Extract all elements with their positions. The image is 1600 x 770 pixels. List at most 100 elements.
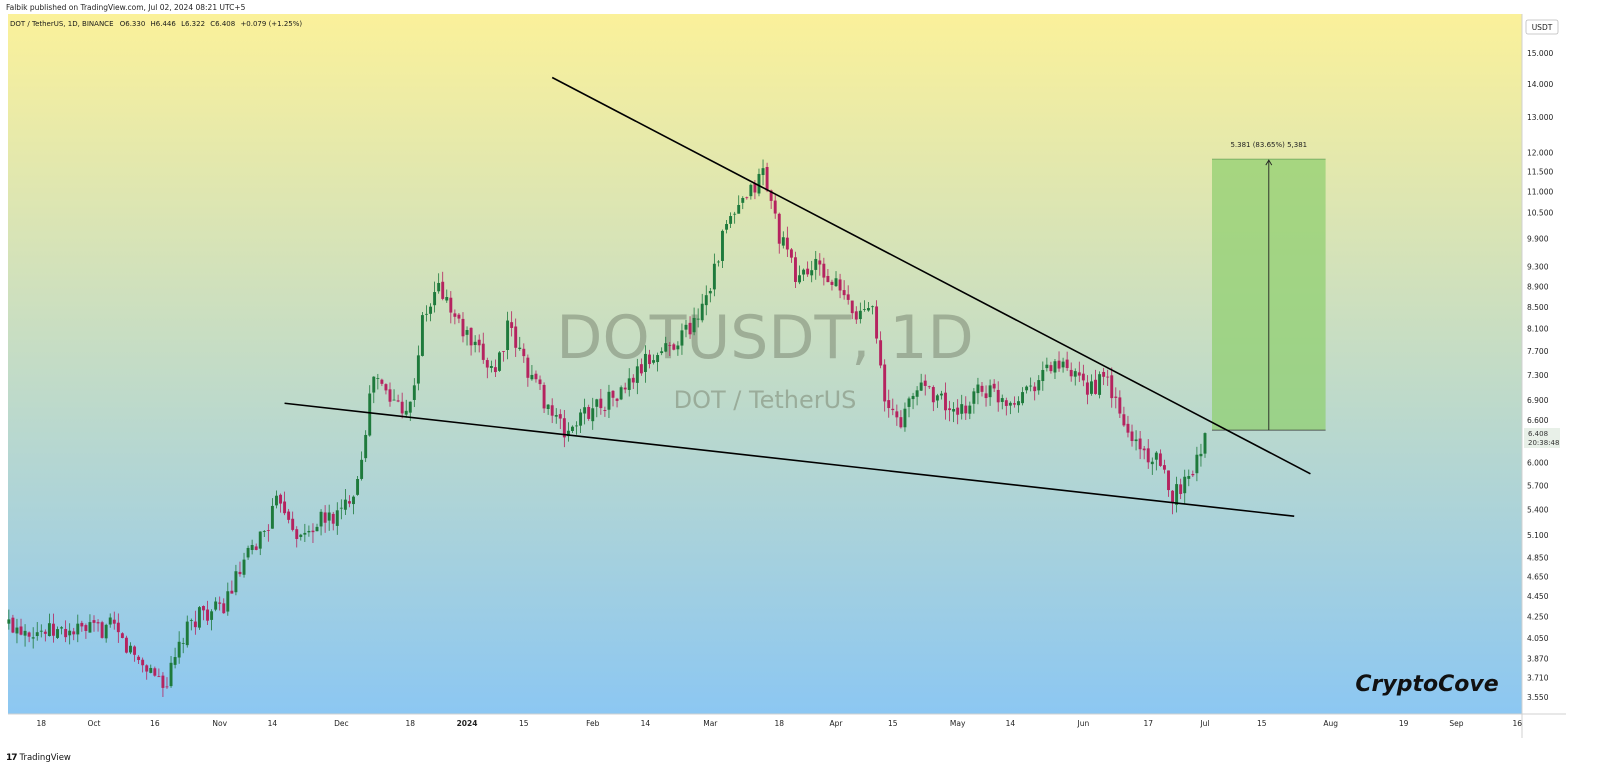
candle [611, 390, 615, 407]
candle-body [218, 602, 222, 604]
candle-body [23, 630, 27, 636]
candle-body [197, 607, 201, 628]
candle-body [1025, 386, 1029, 391]
candle-body [546, 404, 550, 410]
candle-body [639, 364, 643, 374]
candle-body [1183, 476, 1187, 494]
tradingview-logo[interactable]: 17 TradingView [6, 753, 71, 763]
candle [757, 168, 761, 197]
target-measure[interactable]: 5.381 (83.65%) 5,381 [1212, 141, 1326, 431]
high-value: H6.446 [151, 20, 177, 28]
candle-body [76, 623, 80, 635]
candle-body [489, 366, 493, 368]
candle-body [449, 297, 453, 313]
candle [137, 655, 141, 664]
candle-body [64, 628, 68, 638]
candle [1061, 357, 1065, 373]
candle-body [850, 300, 854, 314]
candle-body [1126, 423, 1130, 433]
candle-body [404, 410, 408, 415]
candle [781, 231, 785, 249]
candle-body [283, 501, 287, 514]
candle [112, 611, 116, 630]
candle [461, 312, 465, 343]
candle-body [35, 632, 39, 637]
candle-body [643, 353, 647, 372]
candle [425, 305, 428, 322]
candle [716, 260, 720, 267]
candle [1065, 351, 1069, 371]
candle-body [445, 297, 449, 301]
candle [392, 389, 396, 401]
candle [712, 253, 716, 297]
candle-body [883, 364, 887, 402]
candle [1203, 432, 1207, 458]
candle-body [262, 531, 266, 532]
candle-body [238, 571, 242, 575]
candle [534, 370, 538, 383]
trendlines[interactable] [284, 76, 1311, 518]
candle [1045, 357, 1049, 372]
unit-box[interactable] [1525, 19, 1559, 35]
candle-body [927, 386, 931, 388]
candle-body [230, 590, 234, 594]
candle [185, 615, 189, 648]
candle-body [680, 330, 684, 346]
price-tick-label: 8.500 [1527, 303, 1549, 312]
candle [826, 269, 830, 283]
candle [1004, 397, 1008, 416]
candle-body [692, 317, 696, 333]
candle [352, 495, 355, 515]
candle [1199, 443, 1203, 467]
price-tick-label: 3.870 [1527, 654, 1549, 663]
candle [1126, 415, 1130, 438]
candle-body [96, 622, 100, 624]
candle-body [72, 631, 76, 635]
candle [777, 212, 781, 254]
candle [733, 211, 737, 224]
candle [206, 600, 209, 625]
watermark-title: DOTUSDT, 1D [556, 303, 973, 373]
candle [927, 385, 931, 390]
candle-body [818, 260, 822, 265]
candle [364, 430, 368, 463]
candle-body [571, 426, 574, 431]
time-scale[interactable]: 18 Oct 16 Nov 14 Dec 18 2024 15 Feb 14 Mar 18 Apr 15 Ma… [37, 719, 1523, 728]
candle-body [234, 571, 238, 593]
candle-body [1191, 473, 1195, 476]
candle [968, 401, 972, 420]
candle [1158, 449, 1162, 467]
candle-body [1041, 369, 1045, 382]
candle [416, 345, 420, 391]
candle [485, 357, 489, 379]
candle [266, 524, 270, 542]
candle-body [542, 384, 546, 409]
candle [465, 326, 469, 346]
candle [798, 265, 801, 285]
candle [814, 250, 818, 280]
time-tick-label: 16 [150, 719, 160, 728]
candle [1000, 394, 1004, 410]
price-tick-label: 7.700 [1527, 347, 1549, 356]
publish-header: Falbik published on TradingView.com, Jul… [6, 3, 246, 12]
candle-body [721, 230, 724, 261]
candle-body [842, 290, 846, 296]
candle-body [591, 408, 595, 422]
candle-body [992, 383, 996, 389]
resistance-trendline[interactable] [551, 76, 1311, 475]
candle-body [777, 213, 781, 244]
candle [862, 300, 866, 312]
support-trendline[interactable] [284, 402, 1295, 518]
candle-body [485, 360, 489, 368]
price-tick-label: 3.550 [1527, 693, 1549, 702]
candle [972, 388, 976, 414]
candle [1191, 470, 1195, 477]
candle [518, 336, 522, 351]
candle [761, 159, 765, 186]
candle-body [656, 355, 660, 363]
candle-body [1199, 453, 1203, 457]
candle-body [566, 430, 570, 437]
price-tick-label: 12.000 [1527, 149, 1553, 158]
candle-body [862, 309, 866, 310]
